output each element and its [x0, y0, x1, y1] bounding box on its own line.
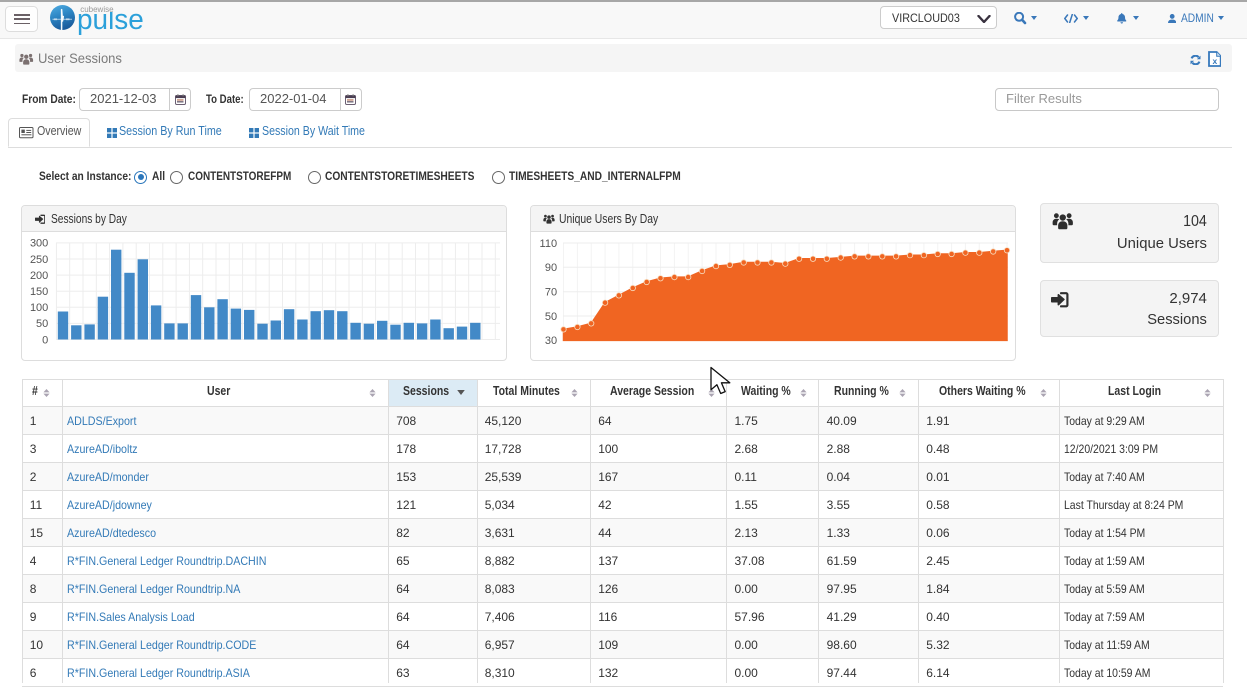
svg-text:30: 30: [545, 335, 557, 347]
svg-text:150: 150: [30, 286, 48, 298]
svg-text:200: 200: [30, 270, 48, 282]
svg-text:0: 0: [42, 334, 48, 346]
svg-text:100: 100: [30, 302, 48, 314]
svg-text:300: 300: [30, 238, 48, 250]
svg-text:250: 250: [30, 254, 48, 266]
svg-text:50: 50: [545, 311, 557, 323]
svg-text:50: 50: [36, 318, 48, 330]
svg-text:70: 70: [545, 287, 557, 299]
svg-text:110: 110: [540, 238, 558, 250]
svg-text:90: 90: [545, 262, 557, 274]
svg-text:x: x: [1212, 56, 1217, 66]
